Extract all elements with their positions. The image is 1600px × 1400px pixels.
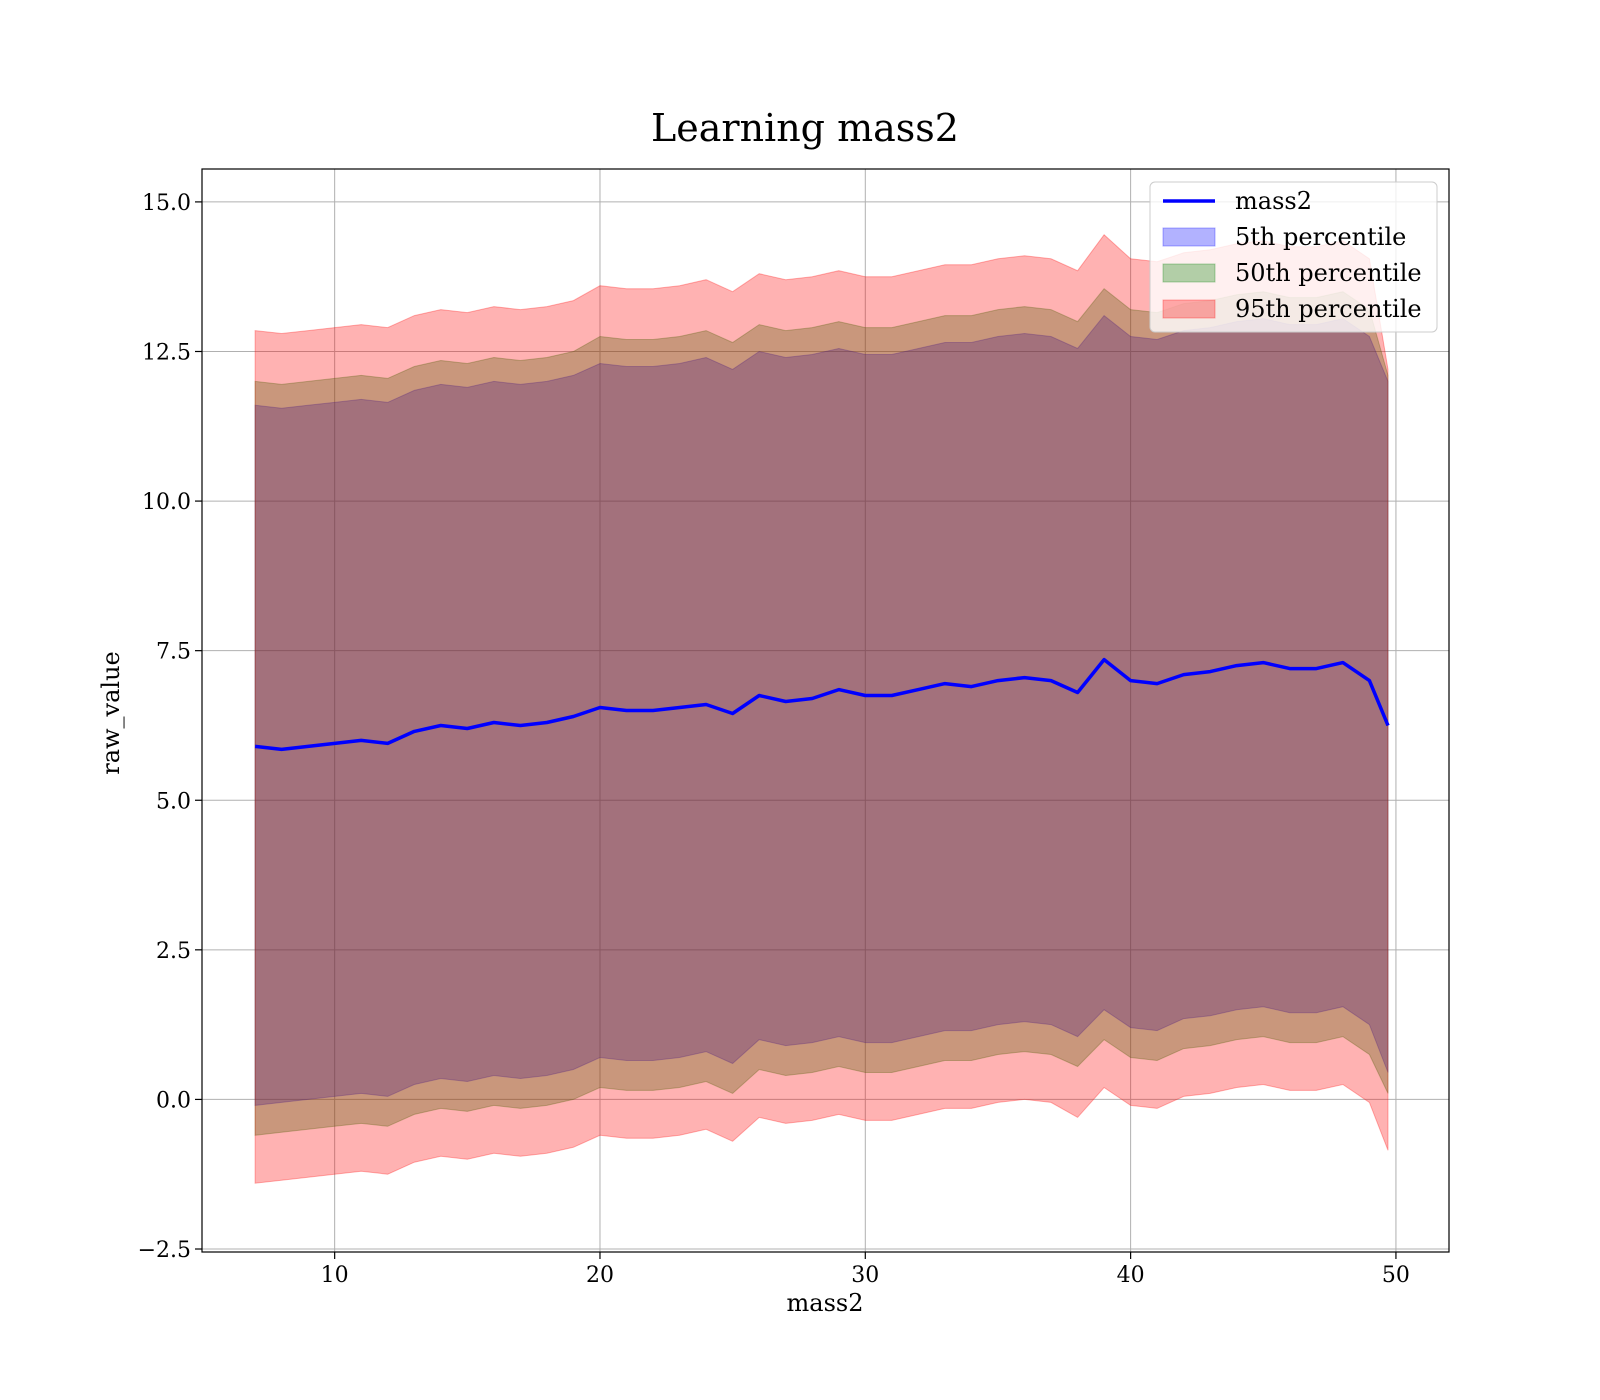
line-layer — [254, 657, 1390, 752]
legend-label: 50th percentile — [1235, 259, 1422, 287]
y-tick-label: −2.5 — [138, 1238, 191, 1263]
legend-swatch-patch — [1162, 299, 1216, 319]
x-tick-label: 40 — [1117, 1263, 1145, 1288]
tick-layer: 10 20 30 40 50 −2.5 0.0 2.5 5.0 7.5 10.0 12.5 15.0 — [138, 191, 1410, 1288]
x-tick-label: 30 — [851, 1263, 879, 1288]
y-tick-label: 12.5 — [142, 340, 191, 365]
legend-label: 5th percentile — [1235, 223, 1406, 251]
legend: mass2 5th percentile 50th percentile 95th p… — [1149, 181, 1438, 333]
y-tick-label: 15.0 — [142, 191, 191, 216]
y-tick-label: 10.0 — [142, 490, 191, 515]
y-tick-label: 5.0 — [156, 789, 191, 814]
plot-frame — [201, 168, 1450, 1253]
y-axis-label: raw_value — [97, 651, 125, 775]
band-50th-percentile — [254, 288, 1389, 1136]
y-tick-label: 2.5 — [156, 939, 191, 964]
x-tick-label: 10 — [321, 1263, 349, 1288]
band-95th-percentile — [254, 234, 1389, 1184]
band-layer — [254, 234, 1389, 1184]
x-axis-label: mass2 — [787, 1289, 864, 1317]
chart-title: Learning mass2 — [651, 106, 959, 150]
legend-swatch-patch — [1162, 263, 1216, 283]
legend-label: 95th percentile — [1235, 295, 1422, 323]
x-tick-label: 50 — [1382, 1263, 1410, 1288]
series-line-mass2 — [254, 657, 1390, 752]
band-5th-percentile — [254, 314, 1389, 1106]
x-tick-label: 20 — [586, 1263, 614, 1288]
legend-label: mass2 — [1235, 187, 1312, 215]
y-tick-label: 0.0 — [156, 1088, 191, 1113]
legend-swatch-patch — [1162, 227, 1216, 247]
y-tick-label: 7.5 — [156, 640, 191, 665]
legend-box — [1149, 181, 1438, 333]
